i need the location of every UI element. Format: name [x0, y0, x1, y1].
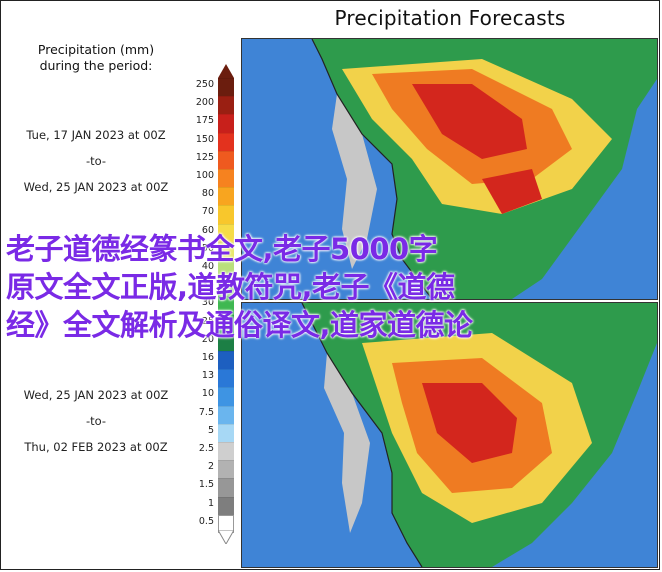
precipitation-map-2	[242, 303, 657, 567]
scale-bar-100	[218, 169, 234, 188]
precipitation-map-1	[242, 39, 657, 299]
scale-arrow-bottom-icon	[218, 530, 234, 544]
rain-band-intense-south	[482, 169, 542, 214]
scale-tick-label: 7.5	[198, 406, 214, 418]
scale-tick-label: 175	[195, 115, 214, 127]
rain-band-intense-2	[422, 383, 517, 463]
period-first-end: Wed, 25 JAN 2023 at 00Z	[23, 180, 169, 194]
scale-bar-13	[218, 369, 234, 388]
scale-tick-label: 150	[195, 133, 214, 145]
scale-tick-label: 40	[201, 261, 214, 272]
scale-bar-2.5	[218, 442, 234, 461]
coastline-2	[301, 303, 423, 567]
map-panel-first-period	[241, 38, 658, 300]
map-panel-second-period	[241, 302, 658, 568]
scale-bar-250	[218, 78, 234, 97]
scale-tick-label: 70	[201, 206, 214, 218]
scale-bar-25	[218, 314, 234, 333]
scale-tick-label: 30	[201, 297, 214, 309]
scale-tick-label: 35	[201, 279, 214, 291]
scale-tick-label: 50	[201, 242, 214, 254]
scale-tick-label: 2	[207, 461, 214, 473]
dry-coast-2	[324, 353, 370, 533]
scale-tick-label: 20	[201, 333, 214, 345]
legend-title-line1: Precipitation (mm)	[37, 42, 155, 57]
scale-tick-label: 2.5	[198, 443, 214, 454]
legend-title: Precipitation (mm) during the period:	[6, 42, 186, 74]
overlay-line2: 原文全文正版,道教符咒,老子《道德	[6, 270, 455, 304]
period-first-start: Tue, 17 JAN 2023 at 00Z	[26, 128, 166, 142]
scale-bar-20	[218, 332, 234, 351]
scale-tick-label: 10	[201, 388, 214, 400]
scale-tick-label: 200	[195, 97, 214, 109]
period-second: Wed, 25 JAN 2023 at 00Z -to- Thu, 02 FEB…	[6, 382, 186, 460]
period-second-start: Wed, 25 JAN 2023 at 00Z	[23, 388, 169, 402]
rain-band-intense	[412, 84, 527, 159]
scale-tick-label: 100	[195, 170, 214, 181]
scale-tick-label: 1	[207, 497, 214, 509]
scale-bar-50	[218, 241, 234, 260]
scale-bar-40	[218, 260, 234, 279]
scale-tick-label: 250	[195, 79, 214, 90]
period-second-separator: -to-	[85, 414, 107, 428]
scale-tick-label: 13	[201, 370, 214, 382]
scale-tick-label: 1.5	[198, 479, 214, 491]
scale-bar-1.5	[218, 478, 234, 497]
scale-tick-label: 80	[201, 188, 214, 200]
scale-bar-175	[218, 114, 234, 133]
scale-bar-80	[218, 187, 234, 206]
scale-tick-label: 25	[201, 315, 214, 327]
scale-tick-label: 16	[201, 352, 214, 363]
scale-tick-label: 5	[207, 424, 214, 436]
scale-bar-1	[218, 496, 234, 515]
scale-bar-10	[218, 387, 234, 406]
period-first: Tue, 17 JAN 2023 at 00Z -to- Wed, 25 JAN…	[6, 122, 186, 200]
scale-bar-125	[218, 150, 234, 169]
scale-tick-label: 0.5	[198, 515, 214, 527]
scale-bar-30	[218, 296, 234, 315]
overlay-line1: 老子道德经篆书全文,老子5000字	[6, 232, 438, 266]
legend-title-line2: during the period:	[39, 58, 153, 73]
scale-bar-70	[218, 205, 234, 224]
watermark-overlay-text: 老子道德经篆书全文,老子5000字 原文全文正版,道教符咒,老子《道德 经》全文…	[6, 230, 656, 344]
scale-tick-label: 60	[201, 224, 214, 236]
scale-bar-150	[218, 132, 234, 151]
scale-bar-35	[218, 278, 234, 297]
scale-bar-60	[218, 223, 234, 242]
scale-bar-5	[218, 423, 234, 442]
scale-tick-label: 125	[195, 151, 214, 163]
overlay-line3: 经》全文解析及通俗译文,道家道德论	[6, 308, 473, 342]
scale-bar-2	[218, 460, 234, 479]
scale-bar-200	[218, 96, 234, 115]
map-title: Precipitation Forecasts	[334, 6, 566, 30]
period-second-end: Thu, 02 FEB 2023 at 00Z	[24, 440, 168, 454]
scale-bar-7.5	[218, 405, 234, 424]
scale-bar-16	[218, 351, 234, 370]
scale-arrow-icon	[218, 64, 234, 78]
period-first-separator: -to-	[85, 154, 107, 168]
dry-coast	[332, 94, 377, 269]
coastline	[311, 39, 433, 299]
